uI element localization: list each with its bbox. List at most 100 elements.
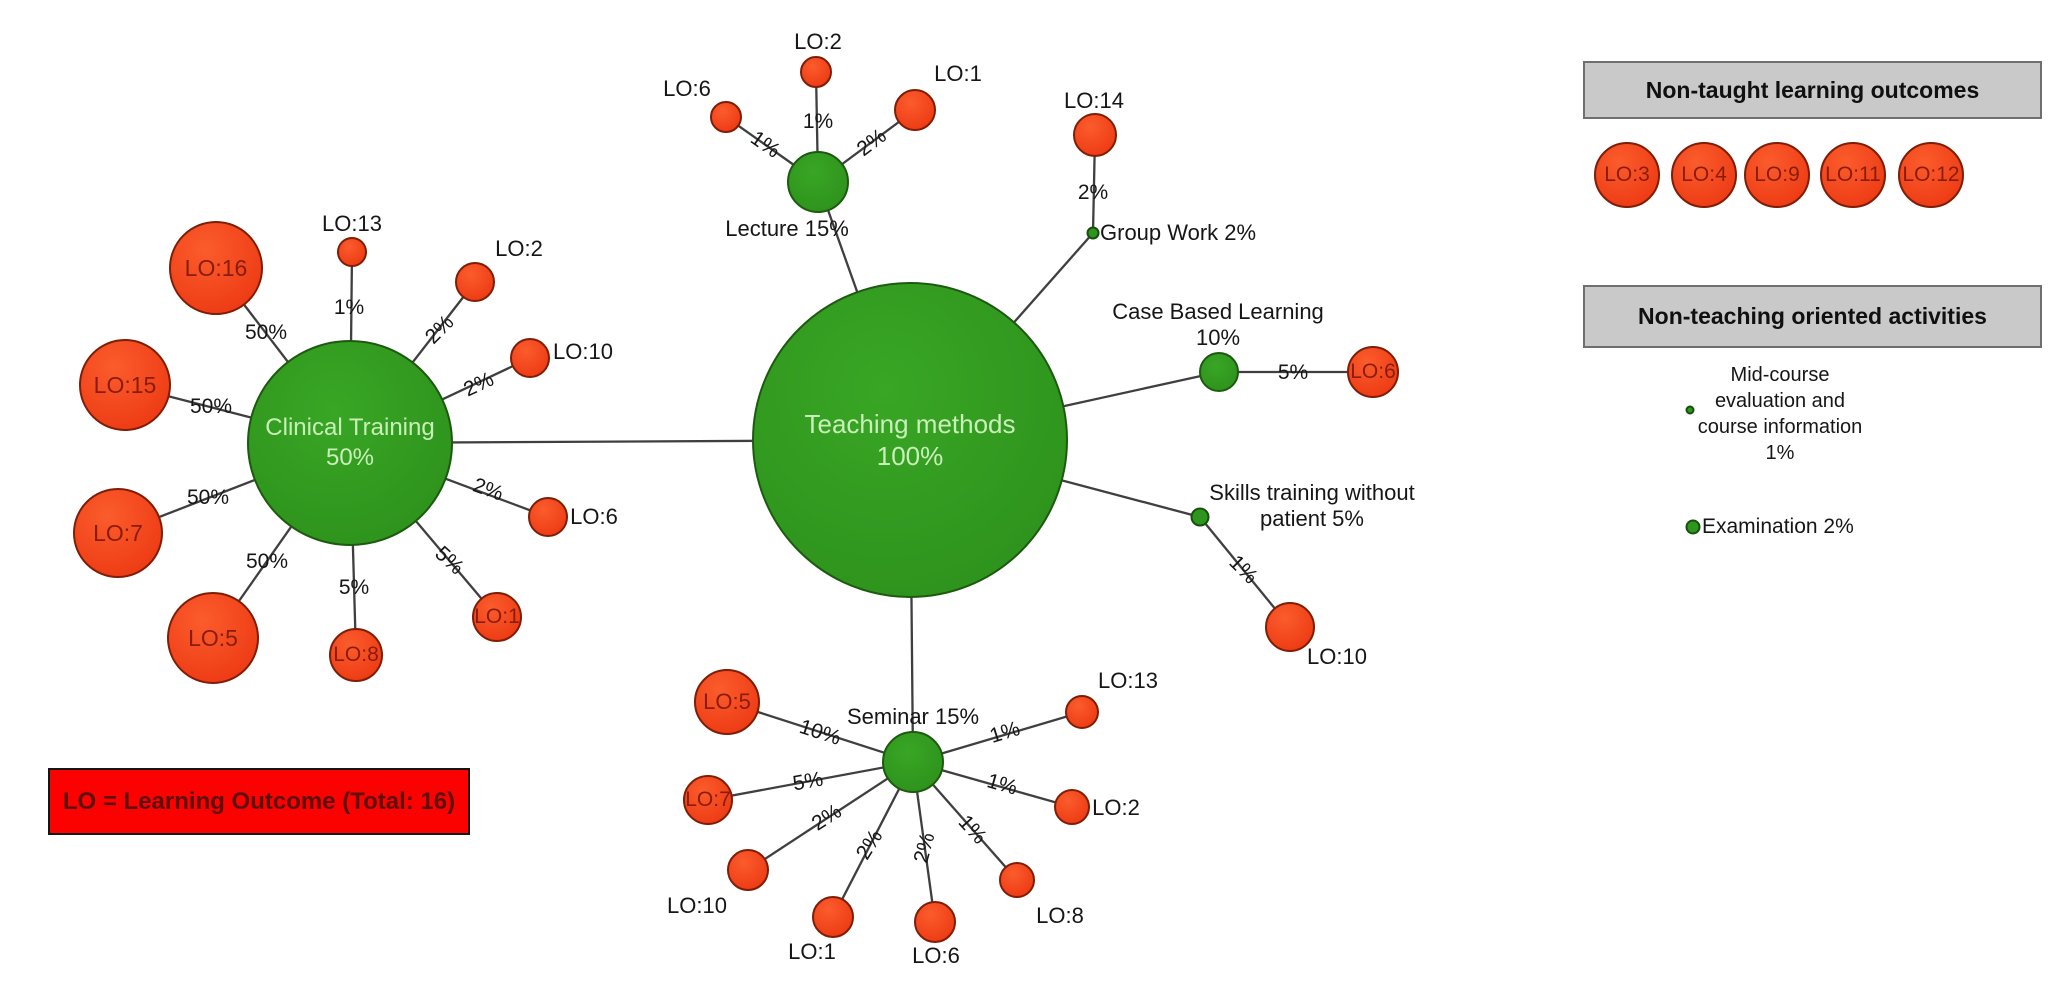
lo-node [914,901,956,943]
lo-node-label: LO:6 [912,943,960,968]
lo-node [455,262,495,302]
lo-node-label: LO:13 [322,211,382,236]
edge-percent: 5% [338,576,370,599]
lo-node [1265,602,1315,652]
lo-node: LO:8 [329,628,383,682]
lo-node: LO:9 [1744,142,1810,208]
midcourse-line: course information [1697,416,1863,438]
lo-node: LO:3 [1594,142,1660,208]
lo-node [1054,789,1090,825]
skills-training-percent: patient 5% [1260,506,1364,531]
non-taught-header: Non-taught learning outcomes [1583,61,2042,119]
lo-node: LO:11 [1820,142,1886,208]
lo-node [1065,695,1099,729]
lo-node-label: LO:13 [1098,668,1158,693]
lecture-label: Lecture 15% [725,216,849,241]
lo-node-label: LO:5 [188,624,238,651]
edge-percent: 50% [245,550,289,573]
lo-node [727,849,769,891]
lo-node: LO:4 [1671,142,1737,208]
lo-node: LO:1 [472,592,522,642]
node-teaching-methods-label: Teaching methods 100% [804,408,1015,473]
midcourse-line: evaluation and [1714,390,1846,412]
node-teaching-methods: Teaching methods 100% [752,282,1068,598]
lo-node-label: LO:8 [333,642,379,666]
midcourse-line: Mid-course [1730,364,1830,386]
clinical-training-label: Clinical Training 50% [265,414,435,471]
seminar-label: Seminar 15% [846,704,980,729]
edge-percent: 50% [244,321,288,344]
lo-node-label: LO:4 [1681,162,1727,186]
case-based-learning-percent: 10% [1195,325,1241,350]
lo-node-label: LO:10 [553,339,613,364]
non-teaching-header: Non-teaching oriented activities [1583,285,2042,348]
case-based-learning-label: Case Based Learning 10% [1112,299,1324,351]
lo-node-label: LO:7 [685,787,731,811]
lo-node [999,862,1035,898]
node-clinical-training: Clinical Training 50% [247,340,453,546]
node-group-work [1086,226,1100,240]
group-work-label: Group Work 2% [1100,220,1257,245]
lo-node-label: LO:9 [1754,162,1800,186]
lo-node-label: LO:3 [1604,162,1650,186]
lo-node-label: LO:2 [794,29,842,54]
lo-node: LO:6 [1347,346,1399,398]
lo-node-label: LO:10 [1307,644,1367,669]
lo-node-label: LO:6 [663,76,711,101]
lo-node-label: LO:12 [1902,162,1960,186]
lo-node: LO:16 [169,221,263,315]
lo-node: LO:5 [167,592,259,684]
node-midcourse-evaluation [1685,405,1695,415]
lo-node-label: LO:1 [788,939,836,964]
lo-node-label: LO:16 [184,254,248,281]
lo-node-label: LO:2 [495,236,543,261]
case-based-learning-text: Case Based Learning [1112,299,1324,324]
lo-node: LO:12 [1898,142,1964,208]
edge-percent: 5% [1277,361,1309,384]
lo-node-label: LO:15 [93,371,157,398]
lo-node [1073,113,1117,157]
edge [707,760,914,802]
edge-percent: 50% [189,395,233,418]
node-case-based-learning [1199,352,1239,392]
lo-node: LO:7 [683,775,733,825]
lo-node: LO:5 [694,669,760,735]
lo-node [710,101,742,133]
node-examination [1685,519,1701,535]
legend-box: LO = Learning Outcome (Total: 16) [48,768,470,835]
lo-node: LO:15 [79,339,171,431]
edge-percent: 50% [186,486,230,509]
lo-node [812,896,854,938]
lo-node-label: LO:6 [570,504,618,529]
lo-node [528,497,568,537]
edge-percent: 1% [802,110,834,133]
midcourse-line: 1% [1765,442,1795,464]
lo-node-label: LO:11 [1825,162,1881,186]
non-teaching-header-text: Non-teaching oriented activities [1638,303,1987,329]
lo-node [894,89,936,131]
skills-training-text: Skills training without [1209,480,1415,505]
teaching-methods-text: Teaching methods [804,408,1016,439]
lo-node-label: LO:1 [474,604,520,628]
lo-node [510,338,550,378]
lo-node-label: LO:2 [1092,795,1140,820]
lo-node-label: LO:10 [667,893,727,918]
edge-percent: 1% [333,296,365,319]
lo-node-label: LO:14 [1064,88,1124,113]
legend-text: LO = Learning Outcome (Total: 16) [62,787,456,815]
node-seminar [882,731,944,793]
lo-node: LO:7 [73,488,163,578]
lo-node [337,237,367,267]
examination-label: Examination 2% [1702,515,1854,538]
lo-node-label: LO:8 [1036,903,1084,928]
skills-training-label: Skills training without patient 5% [1209,480,1414,532]
teaching-methods-percent: 100% [876,441,944,471]
lo-node-label: LO:5 [703,689,751,715]
node-skills-training [1190,507,1210,527]
lo-node-label: LO:6 [1350,359,1396,383]
lo-node-label: LO:7 [93,519,143,546]
lo-node [800,56,832,88]
non-taught-header-text: Non-taught learning outcomes [1645,76,1980,103]
node-lecture [787,151,849,213]
